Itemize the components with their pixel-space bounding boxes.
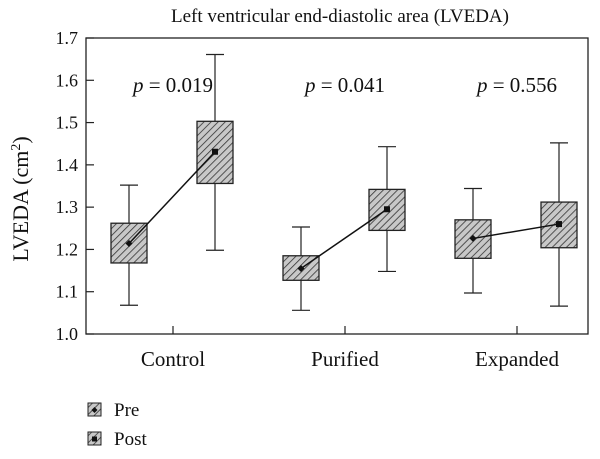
- p-value-text-0: = 0.019: [143, 73, 213, 97]
- y-tick-label-1: 1.1: [56, 282, 79, 302]
- y-tick-label-5: 1.5: [56, 113, 79, 133]
- y-axis-label: LVEDA (cm2): [8, 136, 33, 261]
- p-value-symbol-1: p: [303, 73, 316, 97]
- y-tick-label-4: 1.4: [56, 155, 79, 175]
- y-tick-label-2: 1.2: [56, 239, 79, 259]
- y-axis-label-text: LVEDA (cm: [8, 151, 33, 262]
- x-category-label-0: Control: [141, 347, 205, 371]
- p-value-1: p = 0.041: [303, 73, 385, 97]
- p-value-2: p = 0.556: [475, 73, 557, 97]
- y-tick-label-0: 1.0: [56, 324, 79, 344]
- legend: Pre Post: [87, 400, 147, 450]
- legend-marker-post: [92, 436, 97, 442]
- y-axis-label-superscript: 2: [9, 144, 24, 151]
- x-axis-category-labels: Control Purified Expanded: [141, 326, 559, 371]
- median-marker-post-purified: [384, 206, 390, 213]
- p-value-text-2: = 0.556: [487, 73, 557, 97]
- legend-marker-pre: [91, 407, 98, 413]
- plot-area-frame: [85, 37, 589, 335]
- y-tick-label-6: 1.6: [56, 70, 79, 90]
- median-marker-pre-expanded: [469, 234, 477, 242]
- p-value-symbol-2: p: [475, 73, 488, 97]
- median-marker-post-control: [212, 148, 218, 155]
- legend-label-pre: Pre: [114, 400, 139, 421]
- legend-label-post: Post: [114, 429, 147, 450]
- median-marker-post-expanded: [556, 221, 562, 228]
- median-marker-pre-control: [125, 240, 133, 248]
- median-marker-pre-purified: [297, 264, 305, 272]
- box-plot-marks: [110, 53, 578, 311]
- median-connector-purified: [300, 208, 388, 270]
- box-post-expanded: [540, 201, 578, 249]
- x-category-label-1: Purified: [311, 347, 379, 371]
- y-axis-ticks: 1.0 1.1 1.2 1.3 1.4 1.5 1.6 1.7: [56, 28, 94, 344]
- y-axis-label-close: ): [8, 136, 33, 143]
- p-value-0: p = 0.019: [131, 73, 213, 97]
- median-connector-expanded: [472, 223, 560, 240]
- p-value-annotations: p = 0.019 p = 0.041 p = 0.556: [131, 73, 557, 97]
- chart-title: Left ventricular end-diastolic area (LVE…: [171, 6, 509, 27]
- median-connector-control: [128, 151, 216, 245]
- p-value-symbol-0: p: [131, 73, 144, 97]
- x-category-label-2: Expanded: [475, 347, 559, 371]
- p-value-text-1: = 0.041: [315, 73, 385, 97]
- y-tick-label-7: 1.7: [56, 28, 79, 48]
- y-tick-label-3: 1.3: [56, 197, 79, 217]
